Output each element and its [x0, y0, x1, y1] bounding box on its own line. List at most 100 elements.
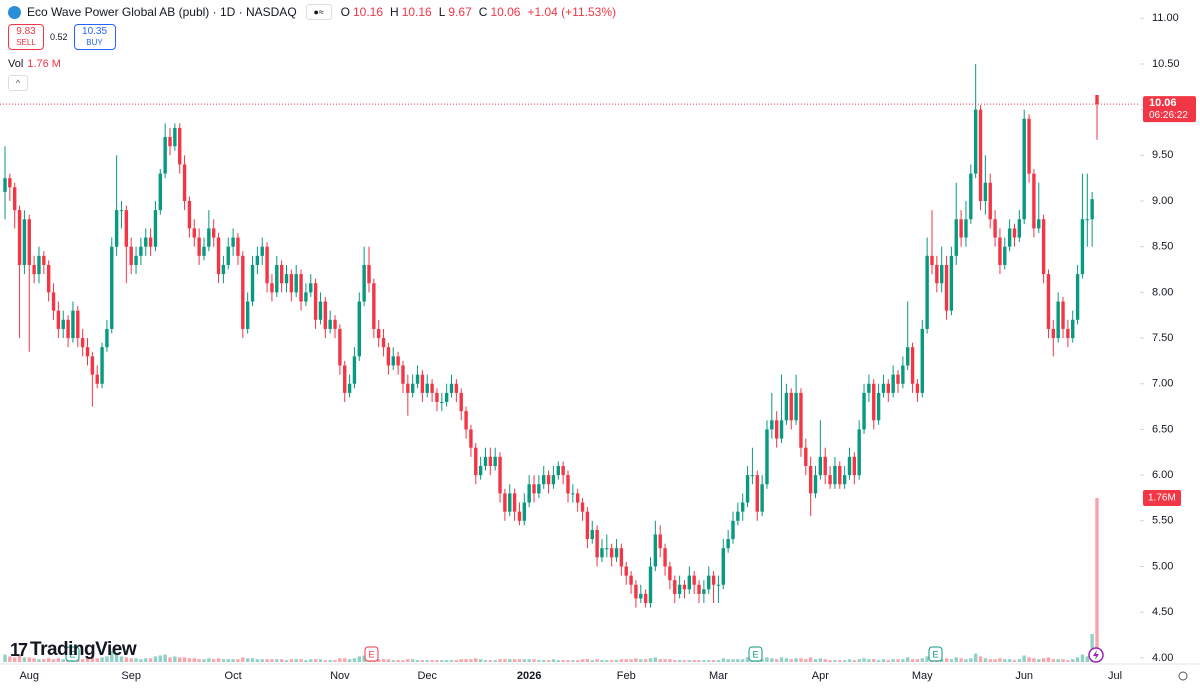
candle-body — [707, 575, 711, 590]
candle-body — [391, 356, 395, 366]
volume-bar — [556, 660, 560, 662]
candle-body — [46, 264, 51, 293]
symbol-title: Eco Wave Power Global AB (publ) · 1D · N… — [27, 5, 297, 19]
volume-bar — [1085, 656, 1089, 662]
candle-body — [789, 392, 793, 421]
volume-bar — [377, 659, 381, 662]
candle-body — [90, 356, 95, 375]
candle-body — [542, 475, 546, 485]
candle-body — [425, 383, 429, 393]
volume-bar — [265, 659, 269, 662]
y-tick-label: 9.50 — [1152, 149, 1173, 161]
volume-bar — [949, 659, 954, 662]
candle-body — [915, 383, 920, 393]
volume-bar — [357, 656, 361, 662]
volume-bar — [910, 659, 915, 662]
volume-bar — [566, 660, 570, 662]
candle-body — [284, 274, 289, 284]
candle-body — [347, 383, 352, 393]
volume-bar — [51, 659, 56, 662]
volume-bar — [537, 660, 541, 662]
y-tick-label: 5.00 — [1152, 560, 1173, 572]
volume-bar — [245, 658, 250, 662]
volume-bar — [1003, 659, 1007, 662]
volume-bar — [852, 660, 857, 662]
candle-body — [590, 529, 594, 540]
toggle[interactable]: ●≈ — [305, 4, 332, 20]
volume-bar — [309, 659, 313, 662]
candle-body — [80, 338, 85, 348]
volume-bar — [386, 659, 391, 662]
candle-body — [1022, 118, 1026, 220]
candle-body — [309, 283, 313, 293]
collapse-button[interactable]: ^ — [8, 75, 28, 91]
candle-body — [260, 246, 264, 256]
volume-bar — [1022, 655, 1026, 662]
candle-body — [148, 237, 153, 247]
open-value: 10.16 — [353, 5, 384, 19]
volume-bar — [818, 658, 823, 662]
candle-body — [192, 228, 196, 238]
candle-body — [910, 347, 915, 384]
volume-bar — [226, 659, 230, 662]
volume-bar — [770, 658, 774, 662]
sell-button[interactable]: 9.83 SELL — [8, 24, 44, 50]
candle-body — [95, 374, 99, 384]
candle-body — [231, 237, 235, 247]
candle-body — [1003, 246, 1007, 265]
volume-bar — [983, 658, 988, 662]
candle-body — [173, 127, 177, 147]
spread: 0.52 — [50, 32, 68, 42]
candle-body — [658, 534, 662, 549]
volume-bar — [726, 659, 730, 662]
volume-bar — [517, 659, 522, 662]
volume-bar — [1075, 657, 1080, 662]
brand: 17 TradingView — [10, 639, 137, 661]
volume-bar — [284, 660, 289, 662]
volume-bar — [187, 658, 192, 662]
volume-bar — [22, 657, 27, 662]
volume-bar — [333, 660, 337, 662]
earnings-marker — [928, 646, 943, 662]
volume-bar — [216, 658, 221, 662]
volume-bar — [459, 659, 463, 662]
y-tick-label: 9.00 — [1152, 195, 1173, 207]
volume-tag-value: 1.76M — [1148, 493, 1176, 504]
volume-bar — [231, 659, 235, 662]
candle-body — [8, 178, 12, 188]
x-tick-label: Aug — [19, 670, 39, 682]
candle-body — [891, 374, 895, 393]
volume-bar — [236, 659, 240, 662]
volume-bar — [721, 658, 725, 662]
volume-bar — [944, 658, 949, 662]
candle-body — [430, 383, 434, 393]
volume-bar — [347, 659, 352, 662]
volume-bar — [1066, 660, 1070, 662]
candle-body — [959, 219, 963, 238]
volume-bar — [711, 660, 716, 662]
volume-bar — [1071, 659, 1075, 662]
x-tick-label: 2026 — [517, 670, 541, 682]
volume-bar — [532, 659, 536, 662]
candle-body — [629, 575, 633, 585]
volume-bar — [1095, 498, 1099, 662]
candle-body — [881, 383, 886, 393]
candle-body — [406, 383, 410, 393]
earnings-marker-label: E — [69, 649, 75, 659]
volume-bar — [304, 660, 308, 662]
volume-bar — [779, 657, 784, 662]
candle-body — [410, 383, 415, 393]
candle-body — [3, 178, 7, 192]
candle-body — [930, 255, 934, 265]
volume-bar — [105, 656, 109, 662]
volume-bar — [585, 659, 590, 662]
candle-body — [372, 283, 376, 329]
volume-bar — [959, 658, 963, 662]
buy-button[interactable]: 10.35 BUY — [73, 24, 116, 50]
candle-body — [1085, 219, 1089, 221]
candle-body — [852, 456, 857, 476]
candle-body — [988, 182, 992, 220]
volume-bar — [110, 650, 114, 662]
volume-bar — [707, 660, 711, 662]
volume-bar — [1090, 634, 1094, 662]
